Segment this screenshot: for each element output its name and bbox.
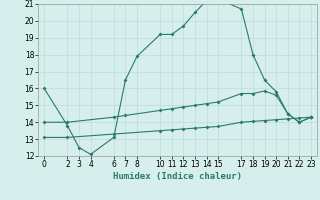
- X-axis label: Humidex (Indice chaleur): Humidex (Indice chaleur): [113, 172, 242, 181]
